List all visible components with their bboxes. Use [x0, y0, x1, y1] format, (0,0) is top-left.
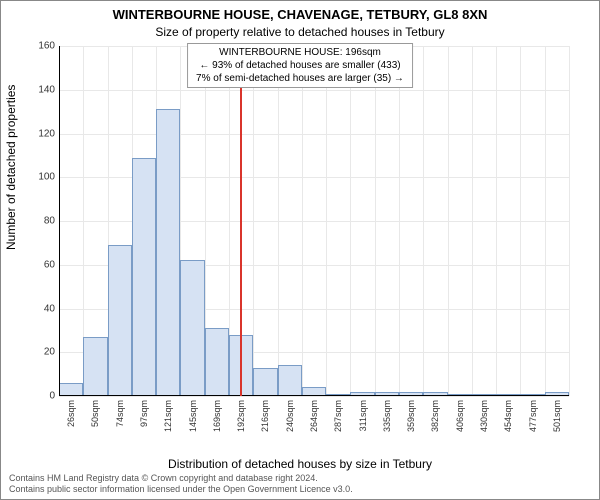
gridline-h: [59, 134, 569, 135]
gridline-v: [472, 46, 473, 396]
histogram-bar: [132, 158, 156, 396]
x-tick-label: 335sqm: [382, 400, 392, 432]
x-tick-label: 287sqm: [333, 400, 343, 432]
y-tick-label: 120: [25, 128, 55, 139]
annotation-box: WINTERBOURNE HOUSE: 196sqm ← 93% of deta…: [187, 43, 413, 88]
reference-line: [240, 46, 242, 396]
x-axis: [59, 395, 569, 396]
gridline-v: [520, 46, 521, 396]
annotation-line-3: 7% of semi-detached houses are larger (3…: [196, 72, 404, 85]
y-tick-label: 140: [25, 84, 55, 95]
y-tick-label: 0: [25, 391, 55, 402]
y-axis: [59, 46, 60, 396]
x-tick-label: 382sqm: [430, 400, 440, 432]
x-tick-label: 192sqm: [236, 400, 246, 432]
chart-title: WINTERBOURNE HOUSE, CHAVENAGE, TETBURY, …: [1, 7, 599, 22]
x-tick-label: 121sqm: [163, 400, 173, 432]
gridline-h: [59, 90, 569, 91]
gridline-v: [496, 46, 497, 396]
x-tick-label: 477sqm: [528, 400, 538, 432]
y-tick-label: 160: [25, 41, 55, 52]
x-tick-label: 264sqm: [309, 400, 319, 432]
histogram-bar: [83, 337, 107, 396]
annotation-line-2: ← 93% of detached houses are smaller (43…: [196, 59, 404, 72]
x-tick-label: 454sqm: [503, 400, 513, 432]
chart-container: WINTERBOURNE HOUSE, CHAVENAGE, TETBURY, …: [0, 0, 600, 500]
y-tick-label: 60: [25, 259, 55, 270]
gridline-v: [253, 46, 254, 396]
y-tick-label: 40: [25, 303, 55, 314]
gridline-v: [375, 46, 376, 396]
y-tick-label: 80: [25, 216, 55, 227]
x-tick-label: 169sqm: [212, 400, 222, 432]
gridline-v: [302, 46, 303, 396]
x-tick-label: 311sqm: [358, 400, 368, 431]
x-tick-label: 97sqm: [139, 400, 149, 427]
footer-attribution: Contains HM Land Registry data © Crown c…: [9, 473, 353, 495]
x-tick-label: 216sqm: [260, 400, 270, 432]
histogram-bar: [180, 260, 204, 396]
gridline-v: [569, 46, 570, 396]
gridline-v: [399, 46, 400, 396]
histogram-bar: [253, 368, 277, 396]
x-tick-label: 240sqm: [285, 400, 295, 432]
x-axis-label: Distribution of detached houses by size …: [1, 457, 599, 471]
gridline-v: [350, 46, 351, 396]
plot-area: 02040608010012014016026sqm50sqm74sqm97sq…: [59, 46, 569, 396]
x-tick-label: 145sqm: [188, 400, 198, 432]
histogram-bar: [205, 328, 229, 396]
x-tick-label: 26sqm: [66, 400, 76, 427]
x-tick-label: 430sqm: [479, 400, 489, 432]
histogram-bar: [156, 109, 180, 396]
histogram-bar: [278, 365, 302, 396]
chart-subtitle: Size of property relative to detached ho…: [1, 25, 599, 39]
footer-line-1: Contains HM Land Registry data © Crown c…: [9, 473, 353, 484]
y-tick-label: 20: [25, 347, 55, 358]
gridline-v: [326, 46, 327, 396]
annotation-line-1: WINTERBOURNE HOUSE: 196sqm: [196, 46, 404, 59]
gridline-v: [423, 46, 424, 396]
x-tick-label: 359sqm: [406, 400, 416, 432]
x-tick-label: 74sqm: [115, 400, 125, 427]
x-tick-label: 501sqm: [552, 400, 562, 432]
gridline-v: [545, 46, 546, 396]
x-tick-label: 50sqm: [90, 400, 100, 427]
histogram-bar: [108, 245, 132, 396]
gridline-v: [278, 46, 279, 396]
y-axis-label: Number of detached properties: [4, 85, 18, 250]
gridline-v: [448, 46, 449, 396]
y-tick-label: 100: [25, 172, 55, 183]
gridline-h: [59, 396, 569, 397]
footer-line-2: Contains public sector information licen…: [9, 484, 353, 495]
x-tick-label: 406sqm: [455, 400, 465, 432]
